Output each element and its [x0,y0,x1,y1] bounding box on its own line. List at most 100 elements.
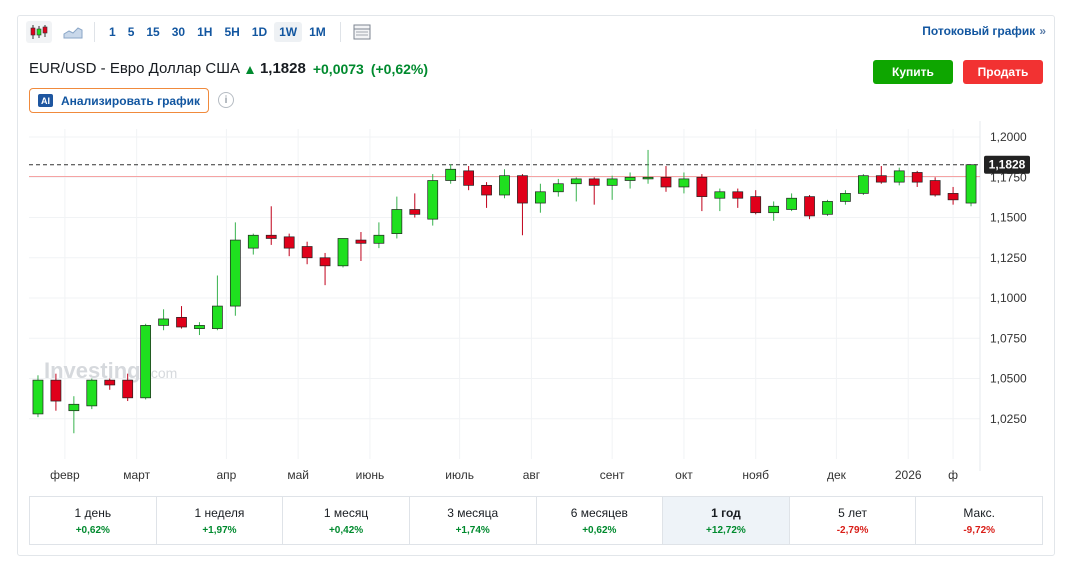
period-tab[interactable]: 6 месяцев +0,62% [537,497,664,544]
candle-body[interactable] [696,176,708,197]
candle-body[interactable] [588,178,600,186]
period-change: -2,79% [836,524,869,536]
candle-body[interactable] [606,178,618,186]
candle-body[interactable] [283,236,295,249]
candle-body[interactable] [445,168,457,181]
candle-body[interactable] [463,170,474,186]
candle-body[interactable] [732,191,744,199]
candle-body[interactable] [624,176,636,181]
candle-body[interactable] [499,175,510,196]
candle-body[interactable] [409,209,421,215]
candle-body[interactable] [427,180,439,220]
streaming-chart-label[interactable]: Потоковый график [922,24,1036,38]
candle-body[interactable] [840,193,851,202]
timeframe-1[interactable]: 1 [109,25,116,39]
candle-body[interactable] [804,196,815,217]
timeframe-5[interactable]: 5 [127,25,135,39]
period-label: 5 лет [838,505,867,520]
candle-body[interactable] [893,170,905,183]
candle-body[interactable] [481,184,492,196]
analyze-chart-label: Анализировать график [61,93,200,108]
candle-body[interactable] [768,205,780,214]
timeframe-5h[interactable]: 5H [224,25,240,39]
analyze-chart-button[interactable]: AI Анализировать график [29,88,209,113]
candle-body[interactable] [750,196,762,214]
candle-body[interactable] [786,197,797,210]
candle-body[interactable] [875,175,887,183]
candle-body[interactable] [678,178,690,188]
period-tab[interactable]: 5 лет -2,79% [790,497,917,544]
toolbar-divider [94,22,95,42]
buy-button[interactable]: Купить [873,60,953,84]
y-tick-label: 1,1250 [990,251,1027,265]
candle-body[interactable] [140,325,152,399]
candle-body[interactable] [337,238,349,267]
candle-body[interactable] [301,246,313,259]
candle-body[interactable] [355,239,367,244]
timeframe-1d[interactable]: 1D [251,25,268,39]
candle-body[interactable] [929,180,941,196]
timeframe-15[interactable]: 15 [146,25,160,39]
period-change: +0,62% [75,524,110,536]
candle-body[interactable] [122,379,134,399]
candle-body[interactable] [68,403,80,412]
candle-body[interactable] [911,172,923,183]
instrument-header: EUR/USD - Евро Доллар США 1,1828 +0,0073… [29,60,428,77]
timeframe-1m[interactable]: 1M [309,25,326,39]
candle-body[interactable] [50,379,62,402]
candle-body[interactable] [212,305,223,329]
candle-body[interactable] [947,193,959,201]
chart-widget: 1 5 15 30 1H 5H 1D 1W 1M Потоковый график» EUR/U… [17,15,1055,556]
timeframe-1w[interactable]: 1W [274,22,303,42]
period-tab[interactable]: 1 месяц +0,42% [283,497,410,544]
period-change: -9,72% [963,524,996,536]
candle-body[interactable] [158,318,169,326]
candle-body[interactable] [535,191,546,204]
candle-body[interactable] [86,379,98,407]
last-price-tag-label: 1,1828 [989,158,1026,172]
candle-body[interactable] [552,183,564,193]
candle-body[interactable] [229,239,241,307]
candle-body[interactable] [714,191,726,199]
candle-body[interactable] [176,316,187,328]
period-tab[interactable]: 3 месяца +1,74% [410,497,537,544]
timeframe-1h[interactable]: 1H [197,25,213,39]
info-icon[interactable]: i [218,92,234,108]
candle-body[interactable] [391,209,403,234]
x-tick-label: дек [827,468,847,482]
area-chart-icon[interactable] [60,21,86,43]
candle-body[interactable] [319,257,331,267]
x-tick-label: июнь [356,468,385,482]
period-change: +0,42% [328,524,364,536]
candle-body[interactable] [265,234,277,239]
candle-body[interactable] [857,175,869,194]
instrument-name: EUR/USD - Евро Доллар США [29,60,240,77]
period-tab[interactable]: Макс. -9,72% [916,497,1042,544]
period-change: +12,72% [706,524,746,536]
x-tick-label: авг [523,468,541,482]
period-tab[interactable]: 1 неделя +1,97% [157,497,284,544]
x-tick-label: февр [50,468,80,482]
candlestick-icon[interactable] [26,21,52,43]
candle-body[interactable] [32,379,44,415]
period-tab[interactable]: 1 день +0,62% [30,497,157,544]
candle-body[interactable] [660,176,672,188]
price-chart[interactable]: 1,2000 1,1750 1,1500 1,1250 1,1000 1,0750 1,05… [18,121,1054,491]
candle-body[interactable] [822,201,833,215]
period-tab[interactable]: 1 год +12,72% [663,497,790,544]
chart-toolbar: 1 5 15 30 1H 5H 1D 1W 1M Потоковый график» [18,16,1054,48]
sell-button[interactable]: Продать [963,60,1043,84]
candle-body[interactable] [517,175,528,204]
candle-body[interactable] [570,178,582,185]
timeframe-30[interactable]: 30 [171,25,186,39]
period-label: 1 месяц [323,505,369,520]
streaming-chart-link[interactable]: Потоковый график» [922,24,1046,38]
table-icon[interactable] [349,21,375,43]
candle-body[interactable] [194,325,205,329]
candle-body[interactable] [642,176,654,180]
candle-body[interactable] [965,164,977,204]
candle-body[interactable] [247,234,259,249]
candle-body[interactable] [373,234,385,244]
period-change: +0,62% [582,524,617,536]
candle-body[interactable] [104,379,116,386]
